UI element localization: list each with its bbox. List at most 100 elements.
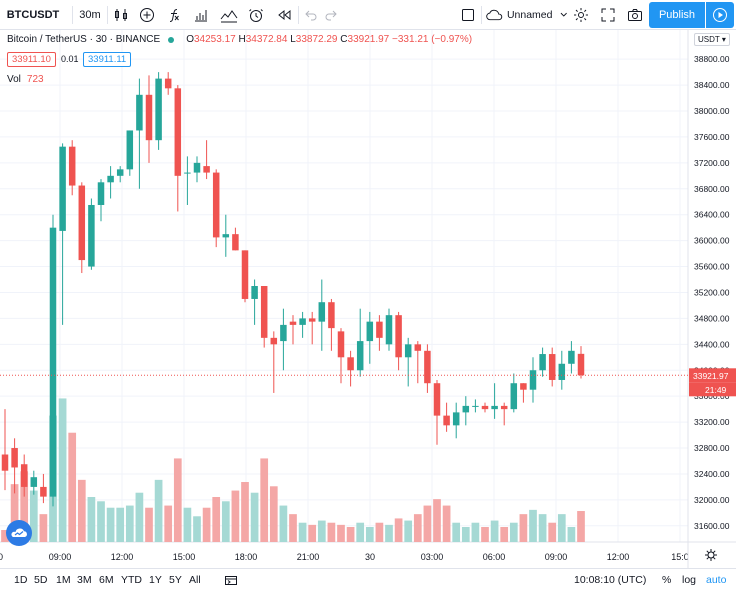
- volume-bar: [519, 514, 528, 542]
- gear-icon[interactable]: [570, 0, 592, 30]
- candle-body: [1, 454, 9, 471]
- candle-body: [481, 405, 489, 410]
- range-1m[interactable]: 1M: [56, 574, 71, 586]
- tradingview-logo-icon[interactable]: [6, 520, 32, 546]
- range-5y[interactable]: 5Y: [169, 574, 182, 586]
- time-tick-label: 06:00: [483, 552, 506, 562]
- volume-bar: [471, 522, 480, 542]
- price-tick-label: 36000.00: [694, 236, 730, 246]
- redo-icon[interactable]: [322, 0, 340, 30]
- candle-body: [126, 130, 134, 170]
- fullscreen-icon[interactable]: [597, 0, 619, 30]
- financials-icon[interactable]: [190, 0, 212, 30]
- volume-bar: [452, 522, 461, 542]
- last-price-tag: [689, 368, 736, 383]
- gear-icon-center: [707, 551, 715, 559]
- publish-menu-button[interactable]: [706, 2, 734, 28]
- volume-bar: [279, 505, 288, 542]
- volume-bar: [39, 514, 48, 542]
- volume-bar: [68, 432, 77, 542]
- candle-body: [97, 182, 105, 205]
- candle-body: [558, 363, 566, 380]
- volume-bar: [10, 484, 19, 542]
- volume-bar: [87, 497, 96, 542]
- chart-canvas[interactable]: 38800.00 38400.00 38000.00 37600.00 37200.00…: [0, 30, 736, 568]
- layout-menu-button[interactable]: Unnamed: [486, 0, 568, 30]
- candle-body: [116, 169, 124, 176]
- candle-body: [68, 146, 76, 186]
- candle-body: [539, 354, 546, 371]
- buy-button[interactable]: 33911.11: [83, 52, 132, 67]
- alert-icon[interactable]: [245, 0, 267, 30]
- range-5d[interactable]: 5D: [34, 574, 48, 586]
- publish-button[interactable]: Publish: [649, 2, 705, 28]
- candle-body: [510, 383, 518, 410]
- chart-settings-icon[interactable]: [705, 549, 717, 561]
- toolbar-divider: [107, 6, 108, 24]
- volume-bar: [317, 520, 326, 542]
- candle-body: [260, 286, 268, 338]
- templates-icon[interactable]: [218, 0, 240, 30]
- candle-body: [308, 318, 316, 322]
- indicators-icon[interactable]: [163, 0, 185, 30]
- price-tick-label: 34800.00: [694, 313, 730, 323]
- candle-body: [49, 227, 57, 497]
- select-layout-icon[interactable]: [458, 0, 478, 30]
- currency-label: USDT: [698, 35, 720, 44]
- camera-icon[interactable]: [624, 0, 646, 30]
- time-tick-label: 12:00: [111, 552, 134, 562]
- candles-icon[interactable]: [110, 0, 132, 30]
- candle-body: [184, 172, 191, 174]
- price-tick-label: 33200.00: [694, 417, 730, 427]
- candle-body: [337, 331, 345, 358]
- range-all[interactable]: All: [189, 574, 201, 586]
- candle-body: [251, 286, 258, 299]
- currency-unit-button[interactable]: USDT ▾: [694, 33, 730, 46]
- percent-toggle[interactable]: %: [662, 574, 672, 586]
- replay-icon[interactable]: [273, 0, 295, 30]
- candle-body: [107, 175, 114, 183]
- volume-bar: [212, 497, 221, 542]
- candle-body: [11, 448, 18, 468]
- volume-bar: [481, 527, 489, 542]
- time-tick-label: 09:00: [49, 552, 72, 562]
- range-6m[interactable]: 6M: [99, 574, 114, 586]
- symbol-title[interactable]: Bitcoin / TetherUS · 30 · BINANCE: [7, 34, 161, 45]
- close-value: 33921.97: [347, 34, 390, 45]
- volume-bar: [77, 479, 86, 542]
- undo-icon[interactable]: [302, 0, 320, 30]
- symbol-search-button[interactable]: BTCUSDT: [6, 9, 60, 21]
- price-tick-label: 36400.00: [694, 210, 730, 220]
- chart-area[interactable]: 38800.00 38400.00 38000.00 37600.00 37200.00…: [0, 30, 736, 568]
- range-1y[interactable]: 1Y: [149, 574, 162, 586]
- interval-button[interactable]: 30m: [79, 9, 101, 21]
- candle-body: [59, 146, 66, 231]
- volume-bar: [442, 505, 451, 542]
- range-1d[interactable]: 1D: [14, 574, 28, 586]
- volume-bar: [97, 501, 105, 542]
- range-3m[interactable]: 3M: [77, 574, 92, 586]
- price-tick-label: 32400.00: [694, 469, 730, 479]
- clock-timezone[interactable]: 10:08:10 (UTC): [574, 574, 647, 586]
- time-tick-label: 30: [365, 552, 375, 562]
- volume-bar: [154, 479, 163, 542]
- volume-bar: [58, 398, 67, 542]
- add-compare-icon[interactable]: [136, 0, 158, 30]
- volume-bar: [106, 507, 115, 542]
- auto-toggle[interactable]: auto: [706, 574, 727, 586]
- candle-body: [289, 321, 297, 325]
- candle-body: [145, 94, 153, 141]
- candle-body: [136, 94, 143, 131]
- sell-button[interactable]: 33911.10: [7, 52, 56, 67]
- goto-date-icon[interactable]: [224, 569, 238, 591]
- candle-body: [548, 354, 556, 380]
- candle-body: [520, 383, 527, 390]
- volume-bar: [394, 518, 403, 542]
- volume-bar: [548, 522, 557, 542]
- time-tick-label: 18:00: [235, 552, 258, 562]
- price-tick-label: 35200.00: [694, 287, 730, 297]
- price-tick-label: 31600.00: [694, 521, 730, 531]
- log-toggle[interactable]: log: [682, 574, 697, 586]
- candle-body: [155, 78, 162, 141]
- range-ytd[interactable]: YTD: [121, 574, 142, 586]
